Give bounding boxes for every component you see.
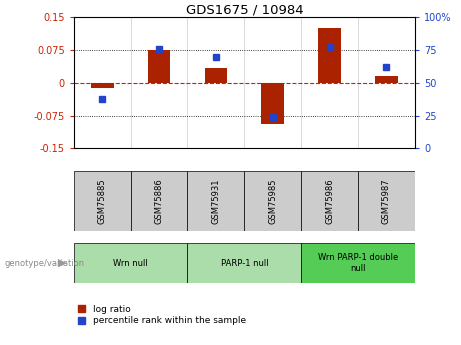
Bar	[261, 83, 284, 124]
Bar	[301, 171, 358, 231]
Bar	[244, 171, 301, 231]
Text: GSM75987: GSM75987	[382, 178, 391, 224]
Text: GSM75985: GSM75985	[268, 178, 277, 224]
Text: GSM75931: GSM75931	[212, 178, 220, 224]
Title: GDS1675 / 10984: GDS1675 / 10984	[185, 3, 303, 16]
Bar	[375, 76, 398, 83]
Bar	[130, 171, 188, 231]
Bar	[318, 28, 341, 83]
Bar	[188, 243, 301, 283]
Bar	[148, 50, 171, 83]
Text: Wrn null: Wrn null	[113, 258, 148, 268]
Text: genotype/variation: genotype/variation	[5, 258, 85, 268]
Bar	[358, 171, 415, 231]
Text: GSM75885: GSM75885	[98, 178, 106, 224]
Text: Wrn PARP-1 double
null: Wrn PARP-1 double null	[318, 253, 398, 273]
Bar	[91, 83, 113, 88]
Bar	[74, 171, 130, 231]
Text: GSM75886: GSM75886	[154, 178, 164, 224]
Bar	[205, 68, 227, 83]
Text: GSM75986: GSM75986	[325, 178, 334, 224]
Text: PARP-1 null: PARP-1 null	[220, 258, 268, 268]
Bar	[188, 171, 244, 231]
Legend: log ratio, percentile rank within the sample: log ratio, percentile rank within the sa…	[78, 305, 246, 325]
Bar	[74, 243, 188, 283]
Bar	[301, 243, 415, 283]
Text: ▶: ▶	[59, 258, 67, 268]
